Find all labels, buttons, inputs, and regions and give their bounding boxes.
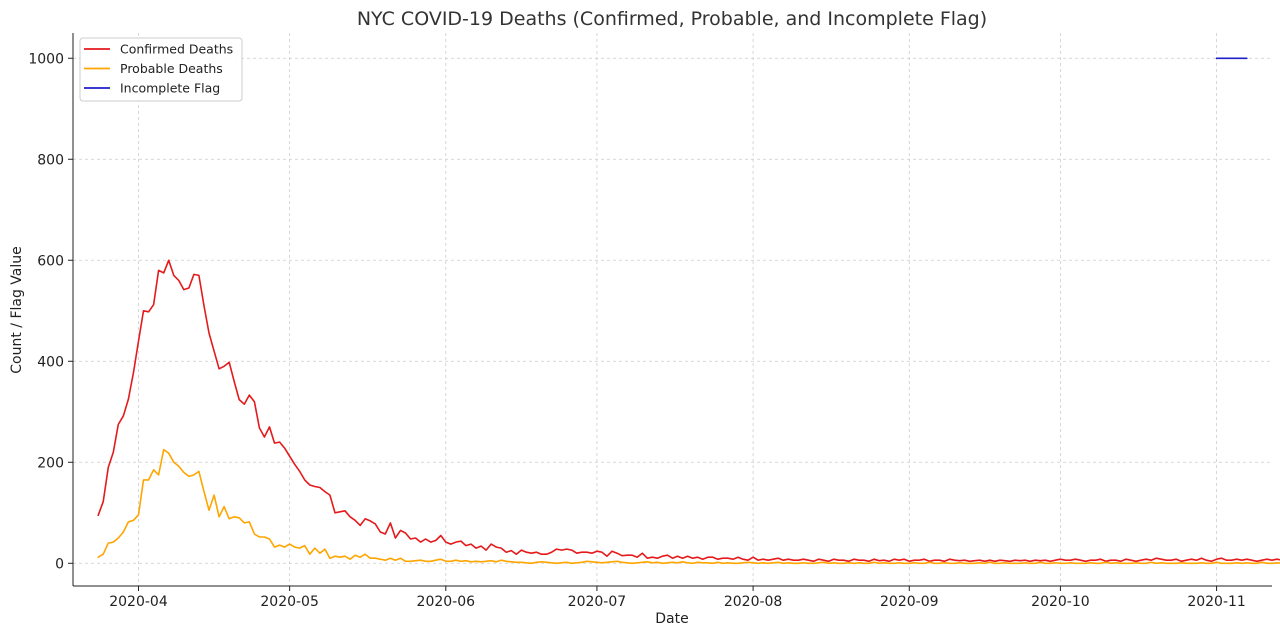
y-tick-label: 800 xyxy=(37,152,64,168)
x-tick-label: 2020-11 xyxy=(1187,594,1246,610)
x-axis-label: Date xyxy=(655,611,688,627)
x-axis-ticks: 2020-04 2020-05 2020-06 2020-07 2020-08 2020-… xyxy=(109,586,1246,610)
y-tick-label: 400 xyxy=(37,354,64,370)
legend-label: Confirmed Deaths xyxy=(120,42,233,57)
legend-label: Probable Deaths xyxy=(120,61,223,76)
y-tick-label: 600 xyxy=(37,253,64,269)
x-tick-label: 2020-07 xyxy=(568,594,627,610)
x-tick-label: 2020-09 xyxy=(880,594,939,610)
x-tick-label: 2020-06 xyxy=(417,594,476,610)
y-tick-label: 1000 xyxy=(28,51,64,67)
y-axis-ticks: 0 200 400 600 800 1000 xyxy=(28,51,73,572)
x-tick-label: 2020-05 xyxy=(260,594,319,610)
legend: Confirmed Deaths Probable Deaths Incomplet… xyxy=(79,37,243,102)
grid xyxy=(73,33,1272,586)
x-tick-label: 2020-04 xyxy=(109,594,168,610)
x-tick-label: 2020-10 xyxy=(1031,594,1090,610)
series-line-probable-deaths xyxy=(97,448,1280,565)
legend-box xyxy=(79,37,243,102)
y-axis-label: Count / Flag Value xyxy=(9,246,25,374)
x-tick-label: 2020-08 xyxy=(724,594,783,610)
legend-label: Incomplete Flag xyxy=(120,81,220,96)
series-line-confirmed-deaths xyxy=(97,259,1280,563)
y-tick-label: 200 xyxy=(37,455,64,471)
y-tick-label: 0 xyxy=(55,556,64,572)
axes xyxy=(72,33,1272,587)
chart-title: NYC COVID-19 Deaths (Confirmed, Probable… xyxy=(357,8,987,30)
series-lines xyxy=(97,57,1280,565)
